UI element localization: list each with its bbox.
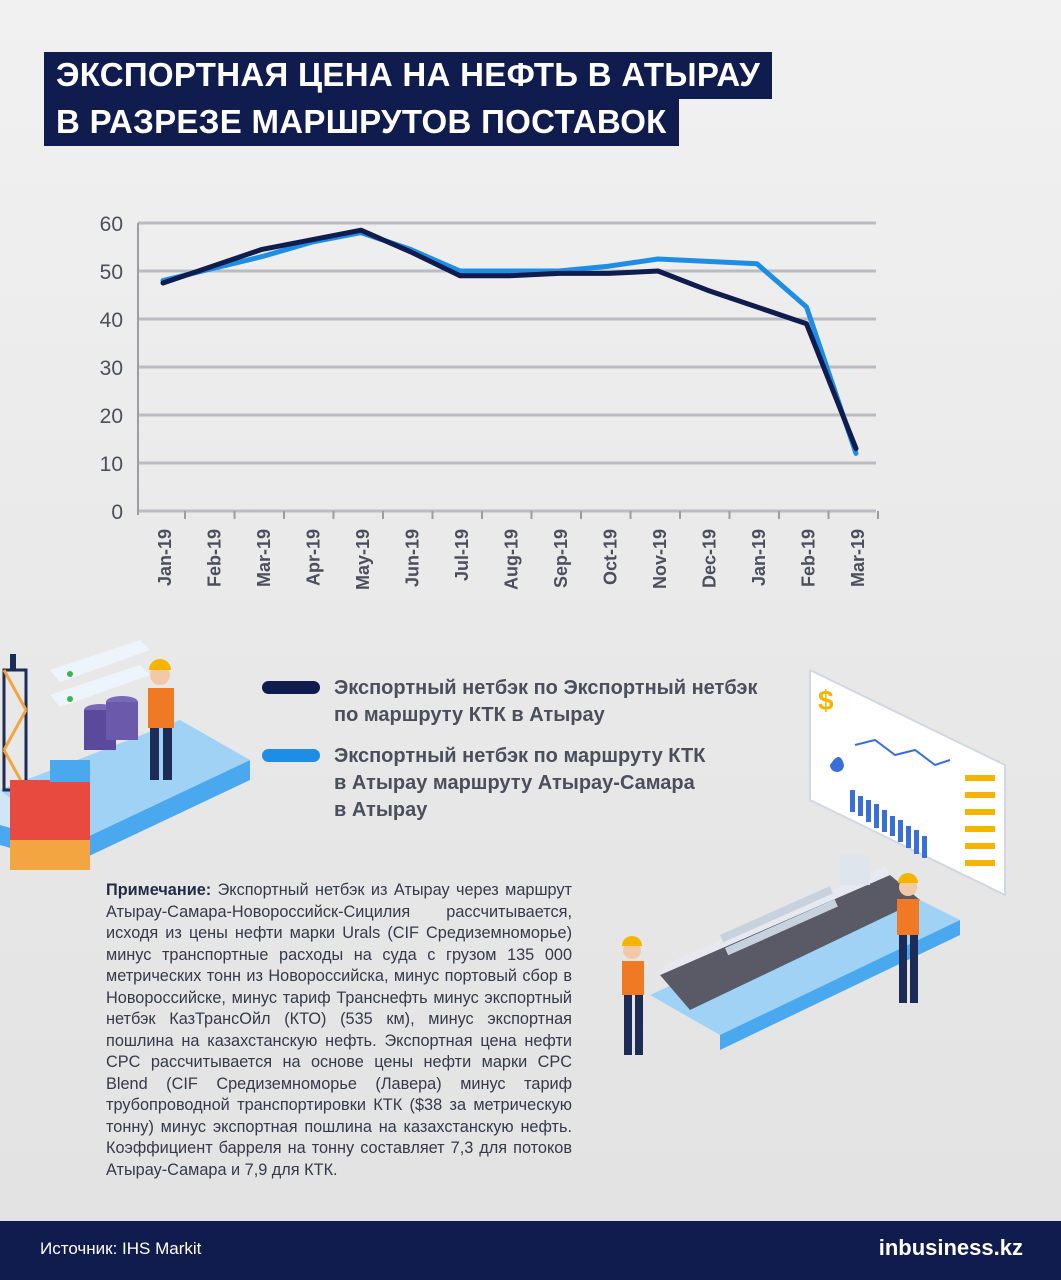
footnote-text: Экспортный нетбэк из Атырау через маршру… — [106, 881, 572, 1179]
title-line-2: В РАЗРЕЗЕ МАРШРУТОВ ПОСТАВОК — [44, 99, 679, 146]
y-tick-label: 10 — [100, 453, 123, 476]
y-tick-label: 20 — [100, 405, 123, 428]
legend-item-1: Экспортный нетбэк по Экспортный нетбэк п… — [262, 675, 804, 729]
legend-label-1b: по маршруту КТК в Атырау — [334, 704, 605, 726]
x-tick-label: Feb-19 — [799, 529, 819, 587]
x-tick-label: Jun-19 — [403, 529, 423, 587]
x-tick-label: Sep-19 — [551, 529, 571, 588]
chart-grid — [138, 221, 876, 513]
y-tick-label: 60 — [100, 213, 123, 236]
oil-drop-icon — [830, 757, 844, 772]
footnote: Примечание: Экспортный нетбэк из Атырау … — [106, 880, 572, 1181]
legend-item-2: Экспортный нетбэк по маршруту КТК в Атыр… — [262, 743, 804, 824]
x-axis: Jan-19 Feb-19 Mar-19 Apr-19 May-19 Jun-19 Jul-… — [155, 511, 879, 590]
worker-icon — [148, 659, 174, 780]
legend-label-2c: в Атырау — [334, 799, 428, 821]
footnote-label: Примечание: — [106, 881, 212, 899]
x-tick-label: Oct-19 — [601, 529, 621, 585]
x-tick-label: Jan-19 — [749, 529, 769, 586]
dollar-icon: $ — [818, 685, 834, 716]
tanker-ship-icon — [622, 855, 960, 1055]
brand-logo[interactable]: inbusiness.kz — [878, 1235, 1023, 1260]
worker-icon — [622, 936, 644, 1055]
y-tick-label: 40 — [100, 309, 123, 332]
legend-swatch-2 — [262, 749, 320, 762]
x-tick-label: Aug-19 — [502, 529, 522, 590]
x-tick-label: Dec-19 — [700, 529, 720, 588]
y-tick-label: 30 — [100, 357, 123, 380]
y-axis: 0 10 20 30 40 50 60 — [100, 213, 139, 524]
oil-platform-tower — [2, 654, 28, 792]
legend-label-2b: в Атырау маршруту Атырау-Самара — [334, 772, 695, 794]
x-tick-label: May-19 — [353, 529, 373, 590]
footer-bar: Источник: IHS Markit inbusiness.kz — [0, 1221, 1061, 1280]
dashboard-icon: $ — [809, 670, 1006, 897]
y-tick-label: 0 — [111, 501, 123, 524]
chart-series — [160, 227, 859, 456]
series-line-2 — [160, 230, 859, 456]
x-tick-label: Nov-19 — [650, 529, 670, 589]
x-tick-label: Feb-19 — [205, 529, 225, 587]
series-line-1 — [160, 227, 859, 452]
x-tick-label: Mar-19 — [848, 529, 868, 587]
x-tick-label: Mar-19 — [254, 529, 274, 587]
title-line-1: ЭКСПОРТНАЯ ЦЕНА НА НЕФТЬ В АТЫРАУ — [44, 52, 773, 99]
legend-label-2a: Экспортный нетбэк по маршруту КТК — [334, 745, 706, 767]
legend-swatch-1 — [262, 681, 320, 694]
legend-label-1a: Экспортный нетбэк по Экспортный нетбэк — [334, 677, 758, 699]
server-rack — [50, 640, 150, 707]
oil-platform-icon — [0, 640, 250, 870]
line-chart: 0 10 20 30 40 50 60 Jan-19 Feb-19 Mar-19 Apr-19 Ma… — [100, 213, 879, 590]
x-tick-label: Apr-19 — [304, 529, 324, 586]
oil-barrel-icon — [84, 696, 138, 750]
y-tick-label: 50 — [100, 261, 123, 284]
x-tick-label: Jan-19 — [155, 529, 175, 586]
worker-icon — [897, 873, 919, 1003]
source-text: Источник: IHS Markit — [40, 1239, 202, 1258]
x-tick-label: Jul-19 — [452, 529, 472, 581]
